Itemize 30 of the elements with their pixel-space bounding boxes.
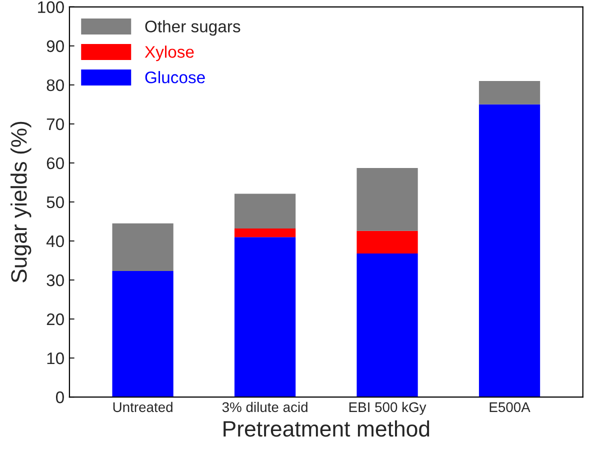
legend-label: Glucose [145, 71, 205, 84]
y-tick-label: 90 [46, 40, 64, 52]
bar [478, 81, 540, 104]
y-tick-label: 50 [46, 196, 64, 208]
y-tick-label: 30 [46, 274, 64, 286]
x-tick-label: 3% dilute acid [222, 402, 308, 412]
bar [356, 168, 418, 231]
y-tick-label: 20 [46, 313, 64, 326]
y-tick-label: 100 [38, 1, 64, 14]
bar [356, 230, 418, 254]
x-axis-title: Pretreatment method [224, 420, 430, 437]
y-tick-label: 60 [46, 157, 64, 170]
bar [234, 237, 296, 398]
y-tick-label: 70 [46, 118, 64, 130]
y-axis-title: Sugar yields (%) [10, 122, 32, 282]
bar [234, 194, 296, 228]
bar [356, 253, 418, 398]
x-tick-label: EBI 500 kGy [349, 402, 426, 415]
bar [478, 104, 540, 398]
bar [234, 228, 296, 238]
y-tick-label: 40 [46, 235, 64, 248]
legend-label: Xylose [144, 46, 194, 62]
y-tick-label: 80 [46, 79, 64, 92]
bar [112, 271, 174, 398]
bar [112, 223, 174, 272]
y-tick-label: 0 [56, 391, 64, 404]
legend-label: Other sugars [145, 20, 240, 36]
x-tick-label: E500A [490, 402, 530, 412]
y-tick-label: 10 [47, 352, 64, 364]
x-tick-label: Untreated [113, 402, 172, 412]
